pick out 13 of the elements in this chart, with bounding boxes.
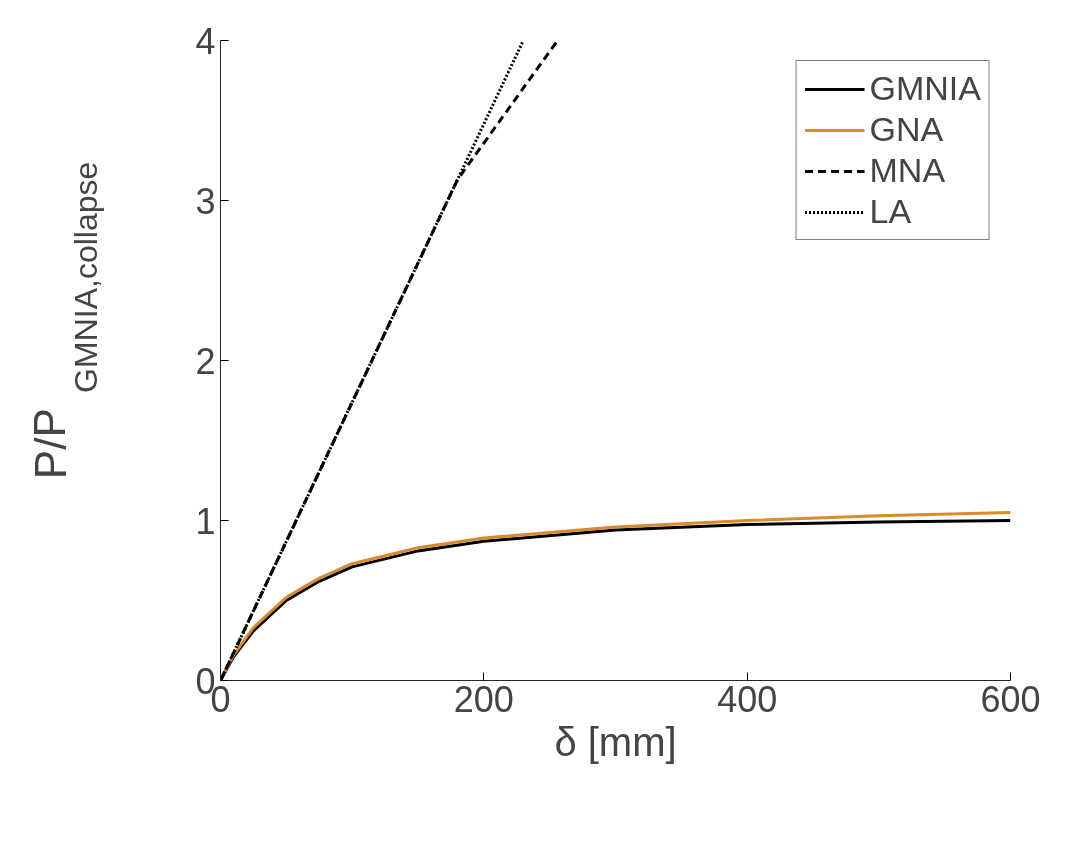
y-axis-title: P/PGMNIA,collapse [25,161,105,480]
y-tick-label: 4 [195,20,216,62]
legend-label: LA [869,192,912,231]
legend-label: MNA [869,151,946,190]
y-tick-label: 1 [195,500,216,542]
x-axis-title: δ [mm] [554,719,677,764]
legend-label: GMNIA [869,69,981,108]
y-tick-label: 2 [195,340,216,382]
legend-label: GNA [869,110,944,149]
x-tick-label: 200 [453,678,514,720]
x-tick-label: 600 [980,678,1041,720]
y-tick-label: 3 [195,180,216,222]
x-tick-label: 400 [717,678,778,720]
